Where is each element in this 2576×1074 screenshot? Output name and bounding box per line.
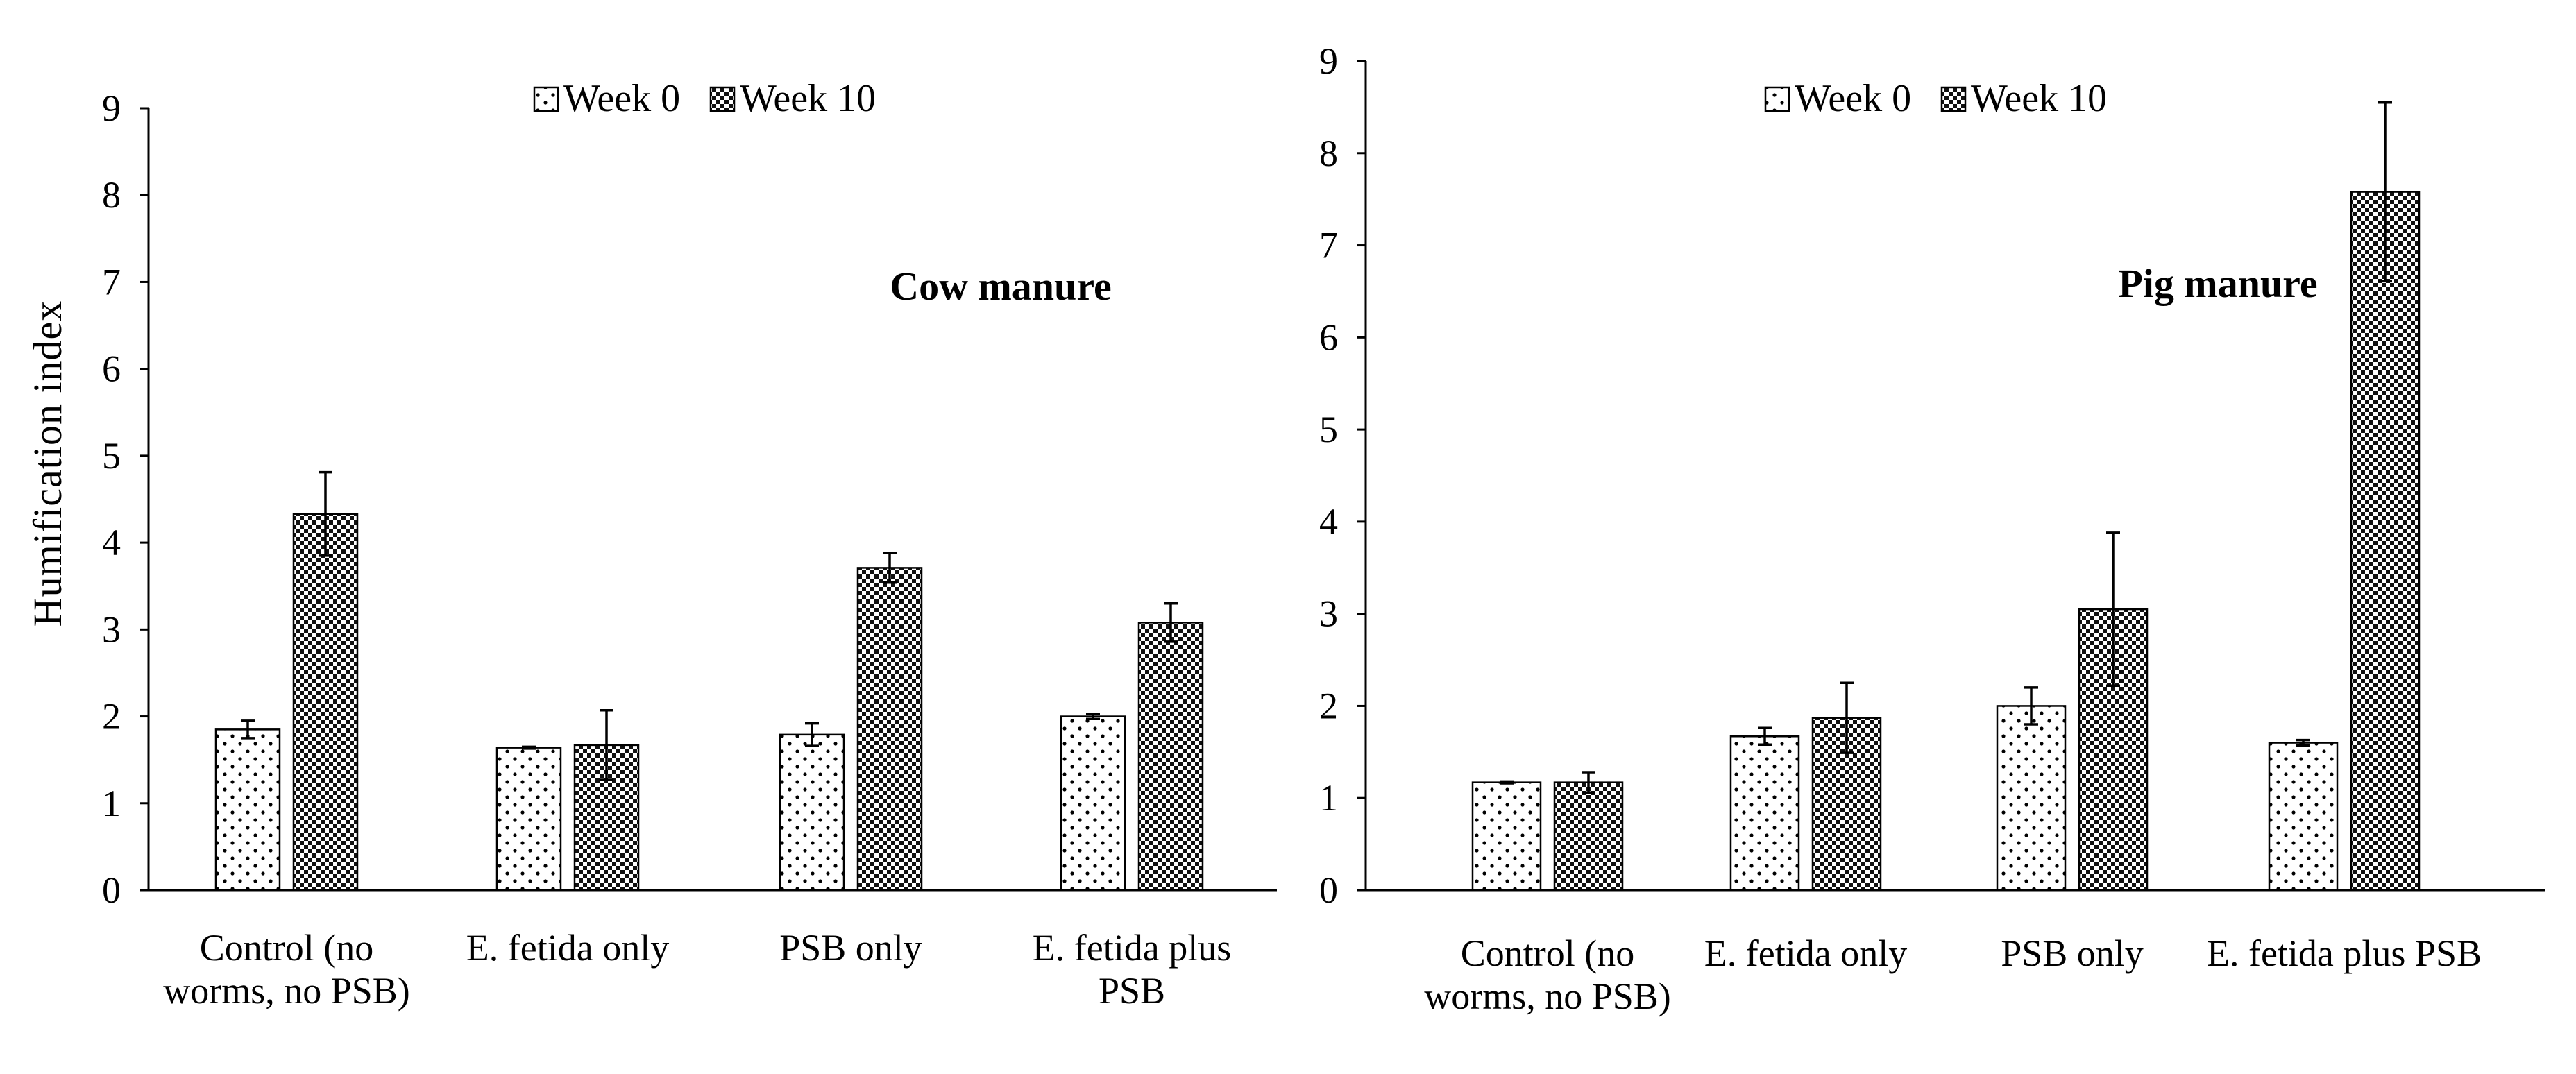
y-tick-label: 3 [1319,593,1338,635]
y-ticks: 0 1 2 3 4 5 6 7 8 9 [102,87,121,911]
legend-week0-label: Week 0 [1795,77,1911,120]
x-category-label: PSB only [779,927,922,969]
legend-week10-label: Week 10 [1971,77,2107,120]
error-bar [2106,531,2120,687]
y-ticks: 0 1 2 3 4 5 6 7 8 9 [1319,40,1338,911]
legend-week10-label: Week 10 [740,77,876,120]
chart-title: Cow manure [890,264,1112,309]
y-tick-label: 1 [102,783,121,824]
y-tick-label: 1 [1319,777,1338,819]
bar-week0 [1060,715,1126,892]
error-bar [241,719,255,740]
bar-week0 [1729,735,1800,892]
y-tick-label: 5 [1319,409,1338,450]
x-category-label: Control (no worms, no PSB) [1424,932,1671,1017]
legend: Week 0 Week 10 [533,77,876,120]
bar-week0 [1471,781,1542,892]
error-bar [2296,738,2310,747]
y-tick-label: 8 [1319,133,1338,174]
legend: Week 0 Week 10 [1764,77,2107,120]
error-bars [1500,101,2392,794]
bar-week0 [495,747,562,892]
error-bar [2378,101,2392,283]
legend-week10-swatch [1940,86,1967,112]
x-category-label: E. fetida plus PSB [2207,932,2482,974]
chart-title: Pig manure [2118,261,2317,306]
error-bar [600,709,613,781]
error-bar [1840,681,1854,754]
x-category-label: E. fetida only [466,927,669,969]
error-bar [1164,602,1178,643]
y-tick-label: 9 [102,87,121,129]
y-tick-label: 3 [102,608,121,650]
legend-week0-swatch [1764,86,1790,112]
x-category-label: E. fetida only [1704,932,1907,974]
legend-week10-swatch [709,86,736,112]
pig-manure-chart: Pig manure Week 0 Week 10 0 1 2 3 4 5 6 7 8 9 Con… [1319,40,2545,1017]
bars [214,513,1204,892]
x-categories: Control (no worms, no PSB) E. fetida only P… [1424,932,2482,1017]
cow-manure-chart: Humification index Cow manure Week 0 Wee… [25,77,1277,1012]
y-tick-marks [1357,60,1366,892]
error-bar [805,722,819,747]
error-bar [1086,713,1100,721]
y-tick-label: 8 [102,174,121,216]
y-tick-label: 2 [102,696,121,738]
bar-week0 [2268,742,2339,892]
error-bar [1500,780,1514,785]
y-tick-label: 7 [1319,225,1338,266]
bar-week0 [214,728,281,892]
bar-week10 [1137,622,1204,892]
error-bar [1758,726,1772,746]
y-tick-label: 4 [102,522,121,563]
y-tick-label: 5 [102,435,121,477]
y-tick-label: 2 [1319,685,1338,726]
bar-week10 [1553,781,1624,892]
legend-week0-swatch [533,86,559,112]
bars [1471,191,2421,892]
x-category-label: PSB only [2001,932,2144,974]
error-bar [883,552,897,584]
bar-week10 [856,567,923,892]
y-tick-label: 6 [1319,316,1338,358]
bar-week10 [292,513,359,892]
y-tick-label: 0 [102,869,121,911]
y-tick-label: 0 [1319,869,1338,911]
y-tick-marks [140,107,149,892]
x-category-label: Control (no worms, no PSB) [163,927,410,1012]
error-bars [241,470,1178,781]
bar-week10 [2350,191,2421,892]
bar-week0 [779,733,845,892]
y-tick-label: 4 [1319,501,1338,543]
y-tick-label: 6 [102,348,121,390]
y-tick-label: 9 [1319,40,1338,82]
error-bar [319,470,332,557]
error-bar [1582,771,1595,794]
bar-week0 [1996,705,2067,892]
x-categories: Control (no worms, no PSB) E. fetida only P… [163,927,1231,1012]
y-tick-label: 7 [102,261,121,302]
y-axis-label: Humification index [25,300,70,627]
legend-week0-label: Week 0 [564,77,680,120]
error-bar [2024,686,2038,726]
error-bar [522,745,536,750]
x-category-label: E. fetida plus PSB [1033,927,1231,1012]
